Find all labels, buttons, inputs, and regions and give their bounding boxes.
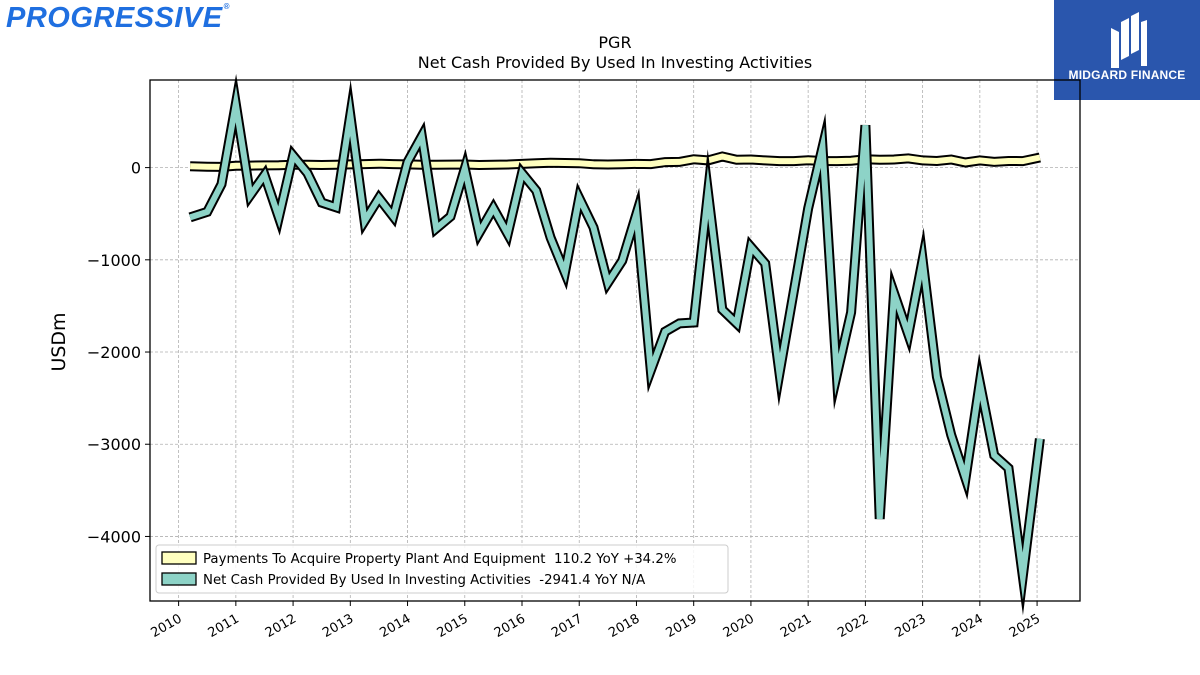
series-line-1 xyxy=(189,85,1043,600)
legend-label-ppe: Payments To Acquire Property Plant And E… xyxy=(203,552,676,567)
x-tick-label: 2023 xyxy=(892,611,928,641)
series-outline-1 xyxy=(188,73,1045,616)
x-tick-label: 2022 xyxy=(835,611,871,641)
legend: Payments To Acquire Property Plant And E… xyxy=(155,544,729,594)
x-axis: 2010 2011 2012 2013 2014 2015 2016 2017 2018 2019… xyxy=(148,601,1043,641)
x-tick-label: 2014 xyxy=(377,611,413,641)
midgard-finance-text: MIDGARD FINANCE xyxy=(1068,68,1186,82)
x-tick-label: 2011 xyxy=(206,611,242,641)
chart-title: PGR xyxy=(598,33,631,52)
legend-swatch-investing xyxy=(161,572,197,586)
series-layer xyxy=(188,73,1045,616)
x-tick-label: 2021 xyxy=(778,611,814,641)
y-tick-label: −2000 xyxy=(87,343,141,362)
x-tick-label: 2020 xyxy=(721,611,757,641)
y-tick-label: −4000 xyxy=(87,527,141,546)
y-tick-label: 0 xyxy=(131,159,141,178)
legend-label-investing: Net Cash Provided By Used In Investing A… xyxy=(203,573,645,588)
legend-swatch-ppe xyxy=(161,551,197,565)
midgard-logo-icon xyxy=(1111,12,1147,68)
x-tick-label: 2025 xyxy=(1007,611,1043,641)
y-axis: 0 −1000 −2000 −3000 −4000 xyxy=(87,159,150,546)
x-tick-label: 2013 xyxy=(320,611,356,641)
x-tick-label: 2017 xyxy=(549,611,585,641)
chart-subtitle: Net Cash Provided By Used In Investing A… xyxy=(418,53,812,72)
x-tick-label: 2018 xyxy=(606,611,642,641)
x-tick-label: 2019 xyxy=(664,611,700,641)
x-tick-label: 2024 xyxy=(950,611,986,641)
y-tick-label: −1000 xyxy=(87,251,141,270)
y-tick-label: −3000 xyxy=(87,435,141,454)
midgard-finance-logo: MIDGARD FINANCE xyxy=(1054,0,1200,100)
x-tick-label: 2016 xyxy=(492,611,528,641)
plot-frame xyxy=(149,79,1081,602)
progressive-logo-text: PROGRESSIVE xyxy=(6,2,223,34)
y-axis-label: USDm xyxy=(48,312,70,371)
x-tick-label: 2012 xyxy=(263,611,299,641)
registered-mark: ® xyxy=(223,2,231,11)
x-tick-label: 2015 xyxy=(435,611,471,641)
x-tick-label: 2010 xyxy=(148,611,184,641)
progressive-logo: PROGRESSIVE® xyxy=(6,2,230,35)
legend-box xyxy=(155,544,729,594)
series-line-0 xyxy=(190,153,1041,170)
